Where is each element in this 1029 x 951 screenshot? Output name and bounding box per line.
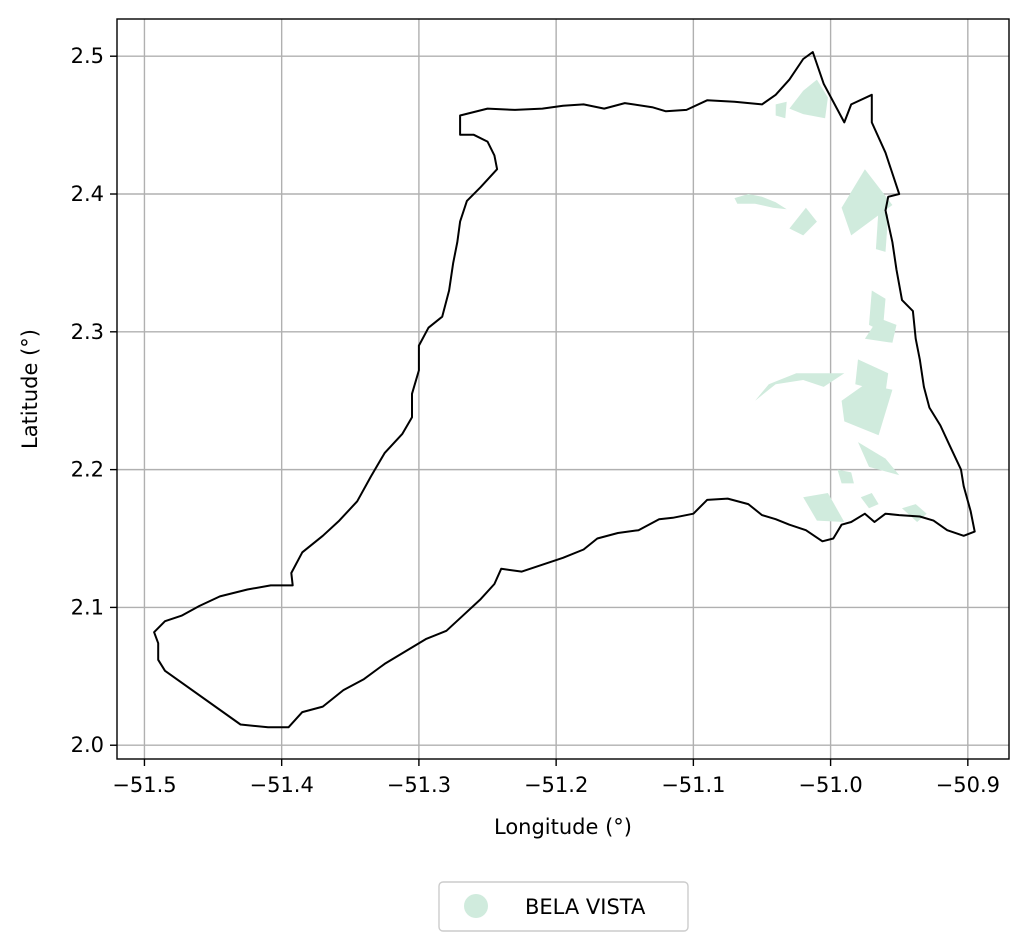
- y-tick-label: 2.2: [71, 458, 104, 482]
- bela-vista-feature: [855, 359, 889, 393]
- y-tick-label: 2.5: [71, 44, 104, 68]
- bela-vista-feature: [860, 493, 879, 509]
- y-axis-title: Latitude (°): [18, 329, 42, 449]
- plot-frame: [116, 18, 1010, 760]
- bela-vista-feature: [858, 442, 900, 476]
- bela-vista-feature: [875, 207, 889, 252]
- legend-marker-icon: [464, 894, 488, 918]
- bela-vista-feature: [864, 318, 897, 343]
- legend: BELA VISTA: [438, 881, 689, 932]
- bela-vista-feature: [789, 207, 817, 236]
- x-tick-label: −51.5: [112, 773, 176, 797]
- y-axis-ticks: 2.0 2.1 2.2 2.3 2.4 2.5: [71, 44, 117, 757]
- x-tick-label: −51.2: [524, 773, 588, 797]
- bela-vista-feature: [841, 384, 893, 436]
- bela-vista-feature: [841, 169, 893, 236]
- y-tick-label: 2.3: [71, 320, 104, 344]
- bela-vista-feature: [837, 469, 854, 484]
- gridlines: [117, 19, 1009, 759]
- bela-vista-feature: [803, 493, 845, 522]
- x-axis-ticks: −51.5 −51.4 −51.3 −51.2 −51.1 −51.0 −50.9: [112, 759, 1000, 797]
- municipality-boundary: [153, 51, 976, 729]
- bela-vista-feature: [775, 101, 787, 119]
- x-axis-title: Longitude (°): [494, 815, 632, 839]
- legend-label: BELA VISTA: [525, 895, 646, 919]
- bela-vista-feature: [902, 504, 927, 522]
- legend-box: [438, 881, 689, 932]
- x-tick-label: −50.9: [936, 773, 1000, 797]
- bela-vista-feature: [789, 79, 828, 119]
- y-tick-label: 2.1: [71, 595, 104, 619]
- x-tick-label: −51.1: [661, 773, 725, 797]
- y-tick-label: 2.4: [71, 182, 104, 206]
- x-tick-label: −51.0: [798, 773, 862, 797]
- bela-vista-features: [734, 79, 927, 522]
- bela-vista-feature: [734, 194, 787, 210]
- x-tick-label: −51.3: [387, 773, 451, 797]
- x-tick-label: −51.4: [249, 773, 313, 797]
- bela-vista-feature: [755, 373, 845, 401]
- y-tick-label: 2.0: [71, 733, 104, 757]
